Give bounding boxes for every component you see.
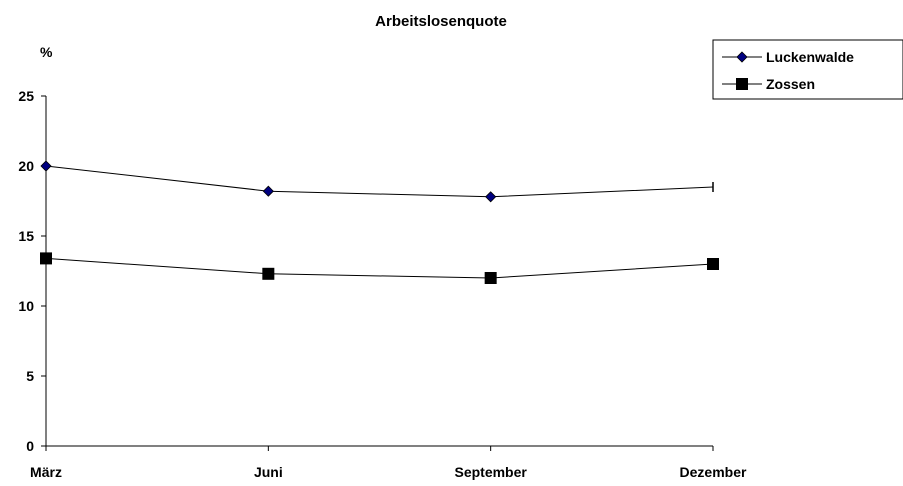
x-ticks: März Juni September Dezember	[30, 446, 747, 480]
chart-title: Arbeitslosenquote	[375, 13, 507, 30]
series-line-luckenwalde	[45, 165, 714, 198]
legend-marker	[736, 78, 748, 90]
x-tick-label: März	[30, 464, 62, 480]
data-point	[707, 258, 719, 270]
data-point	[485, 191, 497, 203]
y-tick-label: 0	[26, 438, 34, 454]
y-axis-label: %	[40, 44, 53, 60]
x-tick-label: Dezember	[680, 464, 747, 480]
y-tick-label: 5	[26, 368, 34, 384]
y-ticks: 0 5 10 15 20 25	[18, 88, 46, 454]
data-point	[40, 160, 52, 172]
legend-label: Luckenwalde	[766, 49, 854, 65]
y-tick-label: 15	[18, 228, 34, 244]
series-line-zossen	[45, 257, 714, 279]
x-tick-label: Juni	[254, 464, 283, 480]
legend-marker	[736, 51, 748, 63]
series-layer	[40, 160, 719, 284]
legend: Luckenwalde Zossen	[712, 39, 903, 100]
y-tick-label: 10	[18, 298, 34, 314]
legend-label: Zossen	[766, 76, 815, 92]
data-point	[484, 272, 497, 284]
data-point	[262, 185, 274, 197]
y-tick-label: 20	[18, 158, 34, 174]
data-point	[262, 267, 275, 280]
y-tick-label: 25	[18, 88, 34, 104]
x-tick-label: September	[454, 464, 527, 480]
axes	[45, 96, 713, 447]
data-point	[40, 252, 52, 265]
